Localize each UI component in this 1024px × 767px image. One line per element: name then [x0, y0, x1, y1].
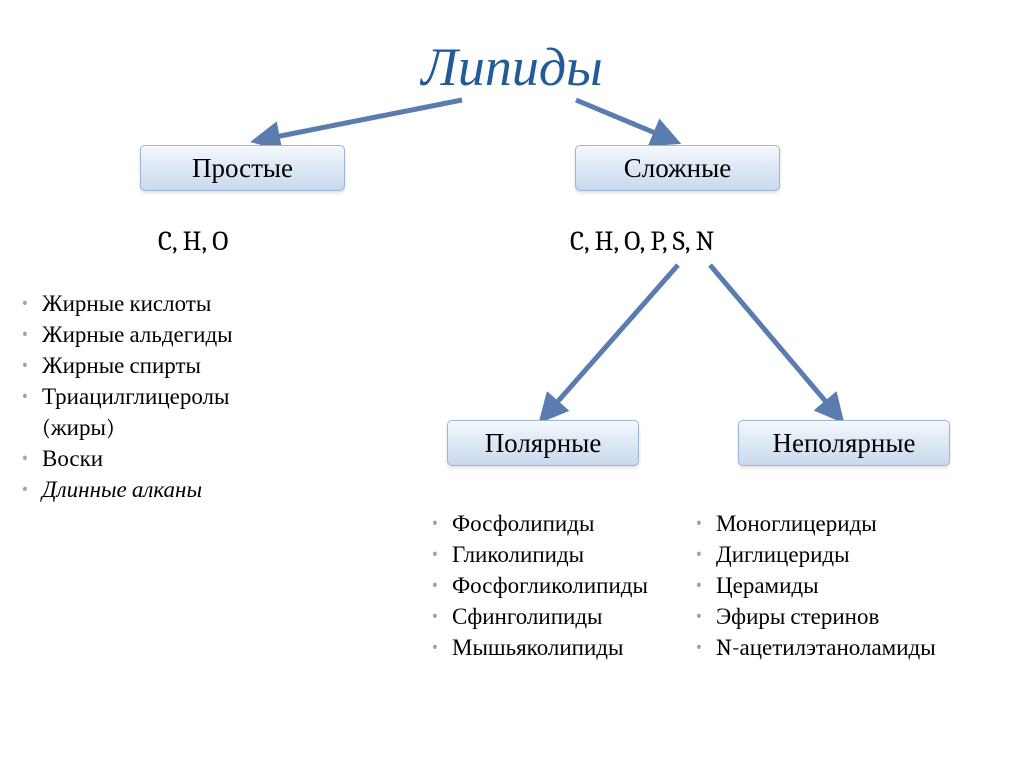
list-nonpolar: Моноглицериды Диглицериды Церамиды Эфиры… — [688, 508, 936, 663]
list-item: N-ацетилэтаноламиды — [688, 632, 936, 663]
node-polar-label: Полярные — [485, 428, 602, 459]
list-item: Сфинголипиды — [424, 601, 648, 632]
list-polar: Фосфолипиды Гликолипиды Фосфогликолипиды… — [424, 508, 648, 663]
node-nonpolar-label: Неполярные — [772, 428, 915, 459]
list-item: Гликолипиды — [424, 539, 648, 570]
list-item: Фосфолипиды — [424, 508, 648, 539]
list-item: Моноглицериды — [688, 508, 936, 539]
list-item: Церамиды — [688, 570, 936, 601]
list-item: Фосфогликолипиды — [424, 570, 648, 601]
list-item: Диглицериды — [688, 539, 936, 570]
node-polar: Полярные — [447, 420, 639, 466]
node-nonpolar: Неполярные — [738, 420, 950, 466]
list-item: Эфиры стеринов — [688, 601, 936, 632]
list-item: Мышьяколипиды — [424, 632, 648, 663]
